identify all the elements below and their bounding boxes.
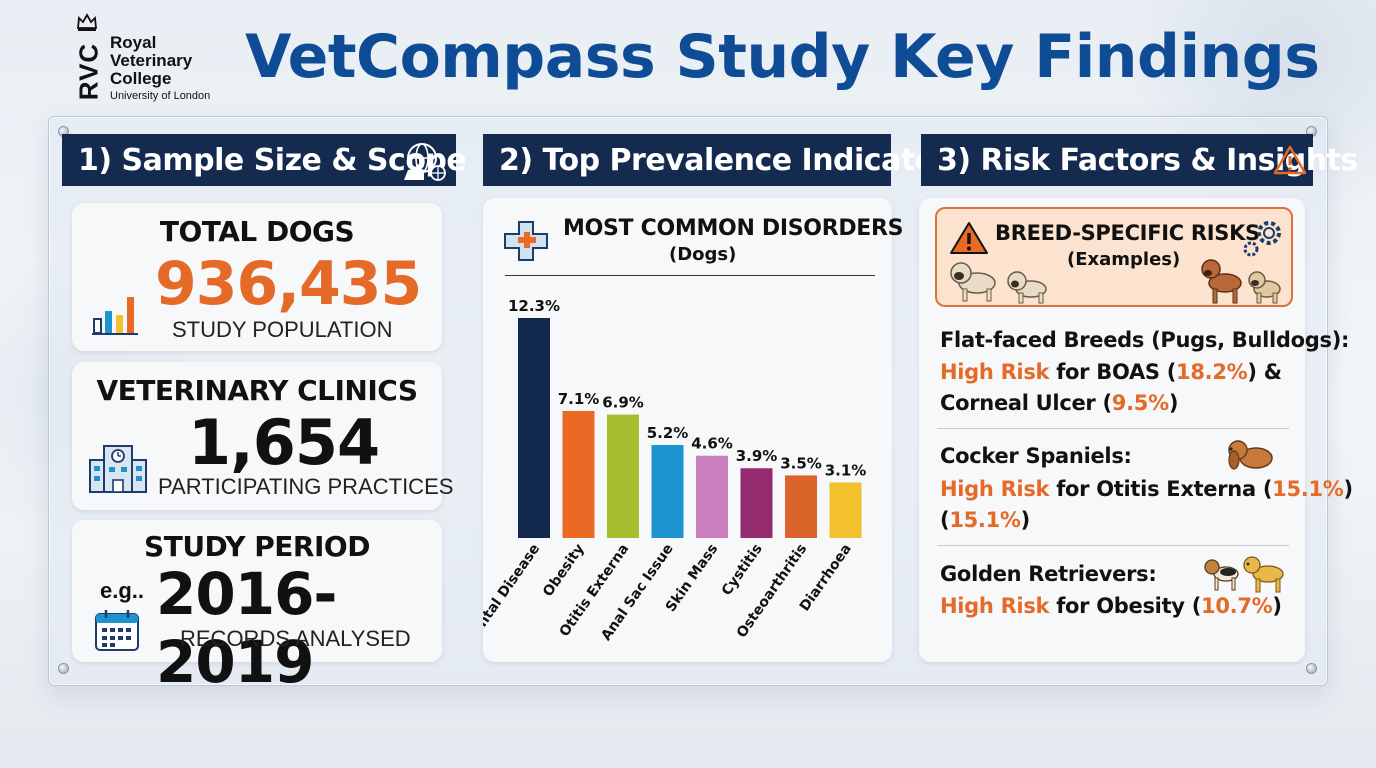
- section-1-header: 1) Sample Size & Scope: [62, 134, 467, 186]
- screw-icon: [58, 663, 69, 674]
- building-icon: [89, 445, 147, 493]
- logo-subtitle: University of London: [110, 90, 211, 102]
- obesity-percent: 10.7%: [1201, 594, 1273, 618]
- total-dogs-card: TOTAL DOGS 936,435 STUDY POPULATION: [72, 203, 442, 351]
- data-label: 6.9%: [602, 394, 644, 412]
- total-dogs-label: TOTAL DOGS: [159, 215, 355, 248]
- chart-card: MOST COMMON DISORDERS (Dogs): [483, 198, 904, 662]
- page-title: VetCompass Study Key Findings: [245, 22, 1320, 92]
- category-label: Obesity: [540, 541, 588, 600]
- disorders-bar-chart: 12.3% 7.1% 6.9%5.2%4.6%3.9% 3.5% 3.1% Dental…: [483, 297, 867, 647]
- cocker-close-2: ): [1020, 508, 1031, 532]
- chart-title-rule: [505, 275, 875, 276]
- bar-osteoarthritis: [785, 475, 817, 538]
- cocker-risk-line: High Risk for Otitis Externa (15.1%): [940, 477, 1353, 501]
- data-label: 3.1%: [825, 462, 867, 480]
- divider: [937, 545, 1289, 546]
- beagle-icon: [1204, 559, 1239, 591]
- category-label: Dental Disease: [483, 541, 543, 647]
- crown-icon: [77, 13, 97, 31]
- clinics-card: VETERINARY CLINICS 1,654 PARTICIPATING P…: [72, 362, 453, 510]
- clinics-value: 1,654: [188, 406, 380, 479]
- otitis-percent-repeat: 15.1%: [949, 508, 1021, 532]
- cocker-for: for Otitis Externa (: [1049, 477, 1273, 501]
- logo-name-line-2: Veterinary: [110, 51, 193, 70]
- logo-name: Royal Veterinary College: [110, 34, 192, 88]
- cocker-close: ): [1343, 477, 1354, 501]
- corneal-label: Corneal Ulcer (: [940, 391, 1112, 415]
- data-label: 3.5%: [780, 454, 822, 472]
- pug-icon: [1248, 271, 1281, 304]
- study-period-label: STUDY PERIOD: [144, 530, 370, 563]
- high-risk-label: High Risk: [940, 477, 1050, 501]
- golden-close: ): [1272, 594, 1282, 618]
- category-label: Cystitis: [719, 541, 766, 599]
- section-2-title: 2) Top Prevalence Indicators: [499, 142, 967, 178]
- chart-subtitle: (Dogs): [669, 244, 737, 265]
- golden-risk-line: High Risk for Obesity (10.7%): [940, 594, 1282, 618]
- total-dogs-sub: STUDY POPULATION: [172, 317, 393, 342]
- clinics-sub: PARTICIPATING PRACTICES: [158, 474, 454, 499]
- flat-faced-amp: ) &: [1247, 360, 1282, 384]
- cocker-heading: Cocker Spaniels:: [940, 444, 1132, 468]
- section-2-header: 2) Top Prevalence Indicators: [483, 134, 967, 186]
- study-period-sub: RECORDS ANALYSED: [180, 626, 411, 651]
- golden-heading: Golden Retrievers:: [940, 562, 1157, 586]
- corneal-line: Corneal Ulcer (9.5%): [940, 391, 1178, 415]
- medical-cross-icon: [504, 221, 548, 261]
- gear-icon: [1243, 221, 1281, 257]
- bar-anal-sac-issue: [651, 444, 684, 538]
- warning-icon: [950, 222, 988, 254]
- risk-box-subtitle: (Examples): [1067, 249, 1181, 270]
- rvc-logo: RVC Royal Veterinary College University …: [74, 12, 224, 104]
- high-risk-label: High Risk: [940, 360, 1050, 384]
- clinics-label: VETERINARY CLINICS: [96, 374, 418, 407]
- divider: [937, 428, 1289, 429]
- logo-name-line-1: Royal: [110, 33, 157, 52]
- breed-risk-box: BREED-SPECIFIC RISKS (Examples): [935, 207, 1293, 307]
- warning-icon: [1273, 145, 1307, 175]
- boas-percent: 18.2%: [1176, 360, 1248, 384]
- pug-icon: [1007, 271, 1047, 304]
- flat-faced-heading: Flat-faced Breeds (Pugs, Bulldogs):: [940, 328, 1350, 352]
- screw-icon: [1306, 663, 1317, 674]
- bar-chart-icon: [92, 297, 138, 335]
- cocker-spaniel-icon: [1228, 440, 1273, 470]
- globe-dog-icon: [404, 143, 446, 181]
- otitis-percent: 15.1%: [1272, 477, 1344, 501]
- flat-faced-risk-line: High Risk for BOAS (18.2%) &: [940, 360, 1282, 384]
- pug-icon: [950, 262, 996, 302]
- high-risk-label: High Risk: [940, 594, 1050, 618]
- chart-title: MOST COMMON DISORDERS: [563, 216, 904, 241]
- bar-skin-mass: [696, 455, 728, 538]
- golden-for: for Obesity (: [1049, 594, 1202, 618]
- corneal-percent: 9.5%: [1111, 391, 1169, 415]
- flat-faced-for: for BOAS (: [1049, 360, 1177, 384]
- data-label: 7.1%: [558, 390, 600, 408]
- section-3-header: 3) Risk Factors & Insights: [921, 134, 1358, 186]
- logo-letters: RVC: [73, 42, 104, 101]
- boxer-icon: [1201, 259, 1242, 304]
- section-1-title: 1) Sample Size & Scope: [78, 142, 467, 178]
- bar-dental-disease: [518, 318, 550, 538]
- bar-cystitis: [740, 468, 773, 538]
- bar-obesity: [562, 411, 595, 538]
- study-period-value: 2016-2019: [156, 560, 338, 696]
- corneal-close: ): [1168, 391, 1179, 415]
- bar-otitis-externa: [607, 414, 639, 538]
- data-label: 4.6%: [691, 435, 733, 453]
- golden-retriever-icon: [1243, 556, 1284, 593]
- study-period-card: STUDY PERIOD e.g.. 2016-2019 RECORDS ANA…: [72, 520, 442, 696]
- data-label: 3.9%: [736, 447, 778, 465]
- total-dogs-value: 936,435: [155, 249, 422, 319]
- data-label: 5.2%: [647, 424, 689, 442]
- bar-diarrhoea: [829, 482, 862, 538]
- data-label: 12.3%: [508, 297, 560, 315]
- risk-box-title: BREED-SPECIFIC RISKS: [995, 221, 1260, 245]
- logo-name-line-3: College: [110, 69, 172, 88]
- calendar-icon: [95, 610, 139, 651]
- cocker-repeat-line: (15.1%): [940, 508, 1030, 532]
- study-period-prefix: e.g..: [100, 578, 145, 603]
- cocker-open-2: (: [940, 508, 950, 532]
